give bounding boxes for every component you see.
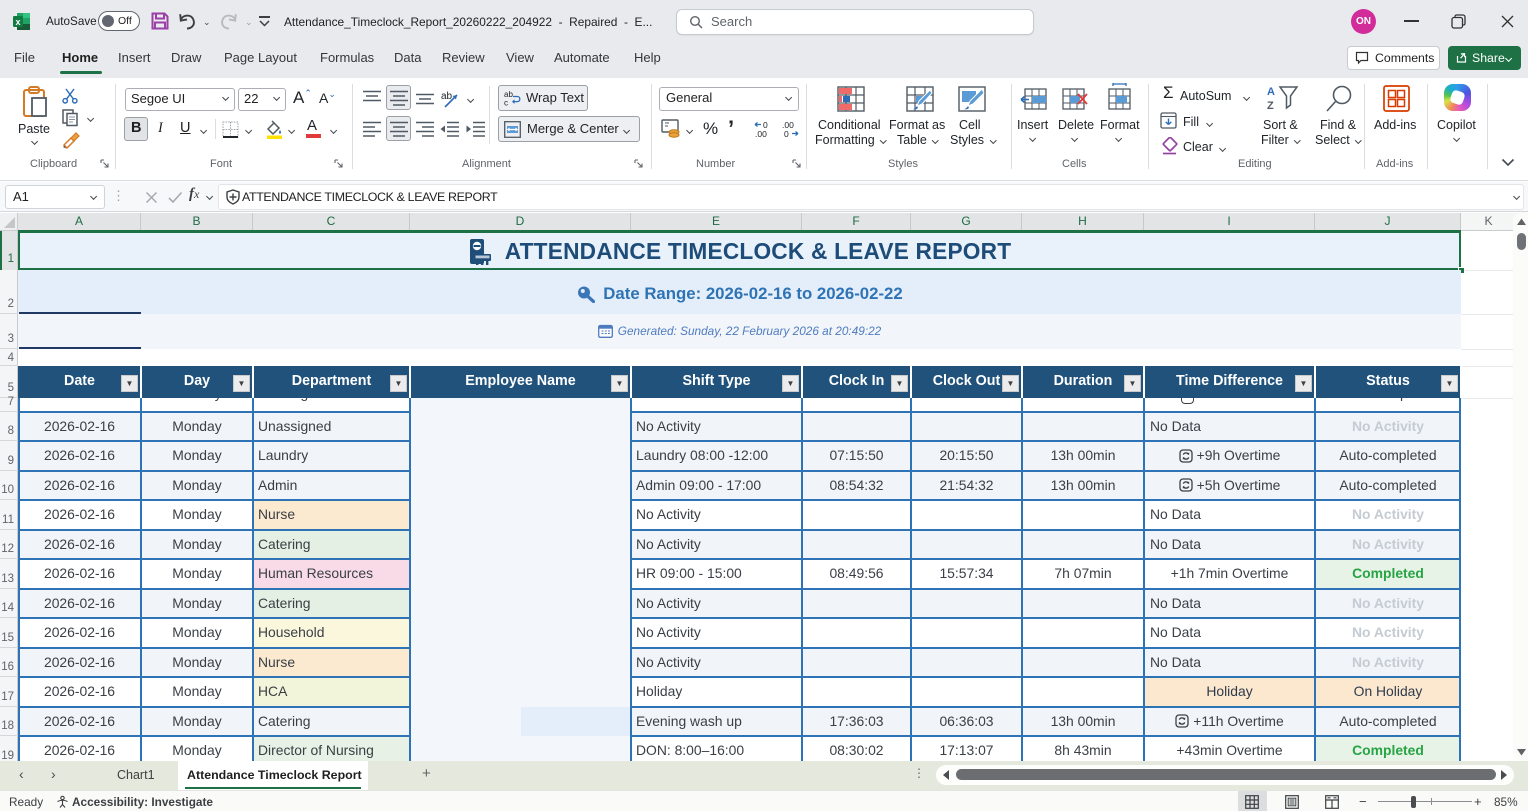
svg-text:x: x bbox=[15, 17, 20, 27]
svg-text:0: 0 bbox=[784, 129, 789, 138]
svg-text:.00: .00 bbox=[782, 120, 794, 130]
svg-text:ab: ab bbox=[441, 91, 453, 102]
svg-text:.00: .00 bbox=[755, 129, 767, 138]
svg-text:0: 0 bbox=[763, 120, 768, 130]
svg-text:c: c bbox=[504, 99, 508, 108]
svg-text:ab: ab bbox=[504, 90, 513, 99]
